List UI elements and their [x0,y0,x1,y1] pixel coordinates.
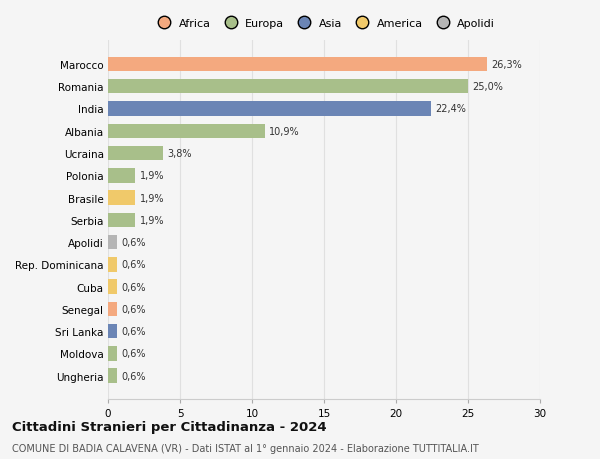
Text: 1,9%: 1,9% [140,171,164,181]
Text: 3,8%: 3,8% [167,149,191,159]
Text: 0,6%: 0,6% [121,326,145,336]
Bar [108,57,487,72]
Bar [108,213,136,228]
Bar [108,146,163,161]
Text: 25,0%: 25,0% [472,82,503,92]
Text: 0,6%: 0,6% [121,238,145,247]
Bar [108,124,265,139]
Text: Cittadini Stranieri per Cittadinanza - 2024: Cittadini Stranieri per Cittadinanza - 2… [12,420,326,433]
Bar [108,347,116,361]
Bar [108,280,116,294]
Text: 0,6%: 0,6% [121,260,145,270]
Text: COMUNE DI BADIA CALAVENA (VR) - Dati ISTAT al 1° gennaio 2024 - Elaborazione TUT: COMUNE DI BADIA CALAVENA (VR) - Dati IST… [12,443,479,453]
Text: 22,4%: 22,4% [435,104,466,114]
Bar [108,324,116,339]
Bar [108,369,116,383]
Text: 0,6%: 0,6% [121,304,145,314]
Bar [108,191,136,205]
Bar [108,102,431,117]
Text: 0,6%: 0,6% [121,371,145,381]
Bar [108,257,116,272]
Legend: Africa, Europa, Asia, America, Apolidi: Africa, Europa, Asia, America, Apolidi [153,19,495,28]
Bar [108,168,136,183]
Text: 26,3%: 26,3% [491,60,522,70]
Bar [108,235,116,250]
Text: 0,6%: 0,6% [121,282,145,292]
Bar [108,80,468,94]
Text: 1,9%: 1,9% [140,193,164,203]
Text: 1,9%: 1,9% [140,215,164,225]
Bar [108,302,116,316]
Text: 0,6%: 0,6% [121,349,145,358]
Text: 10,9%: 10,9% [269,127,300,136]
